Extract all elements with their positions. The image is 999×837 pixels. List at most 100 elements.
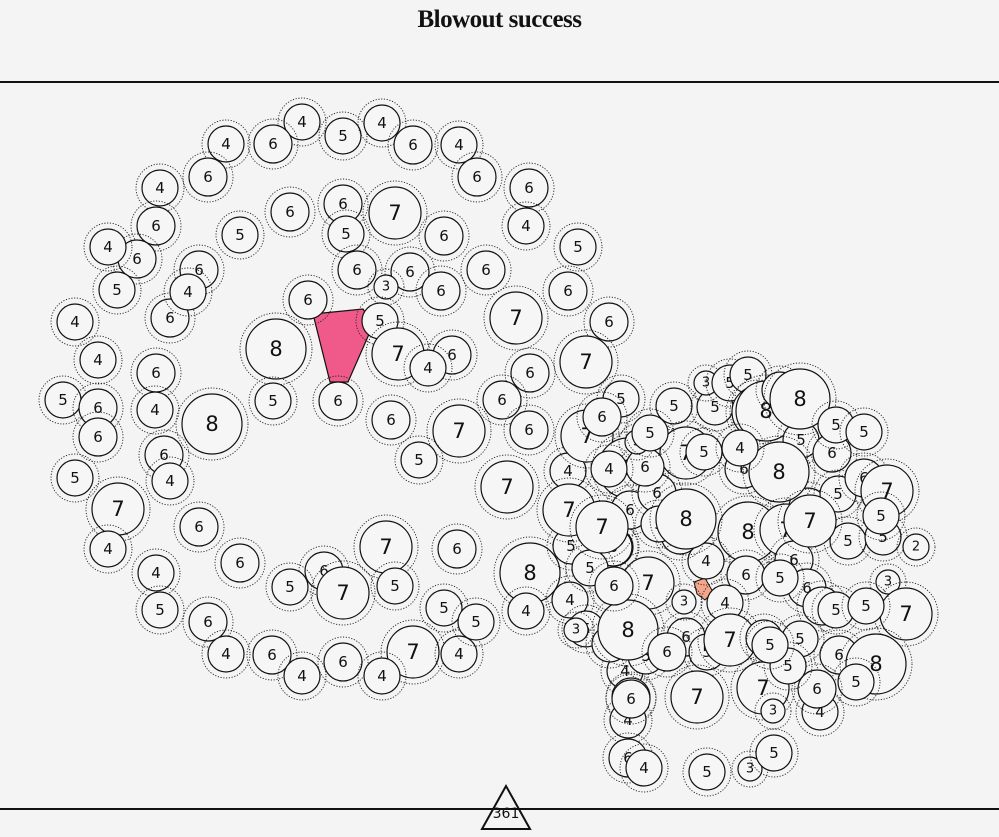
bubble-4[interactable]: 4 <box>403 343 453 393</box>
bubble-5[interactable]: 5 <box>135 585 185 635</box>
bubble-6[interactable]: 6 <box>504 347 556 399</box>
bubble-5[interactable]: 5 <box>419 583 469 633</box>
bubble-6[interactable]: 6 <box>317 636 369 688</box>
bubble-6[interactable]: 6 <box>588 560 640 612</box>
bubble-6[interactable]: 6 <box>247 118 299 170</box>
bubble-8[interactable]: 8 <box>239 312 313 386</box>
bubble-8[interactable]: 8 <box>649 482 723 556</box>
bubble-4[interactable]: 4 <box>501 586 551 636</box>
bubble-4[interactable]: 4 <box>277 651 327 701</box>
bubble-4[interactable]: 4 <box>163 267 213 317</box>
bubble-5[interactable]: 5 <box>318 111 368 161</box>
bubble-6[interactable]: 6 <box>173 501 225 553</box>
bubble-4[interactable]: 4 <box>131 548 181 598</box>
bubble-5[interactable]: 5 <box>50 453 100 503</box>
bubble-3[interactable]: 3 <box>665 583 703 621</box>
bubble-6[interactable]: 6 <box>806 427 858 479</box>
bubble-4[interactable]: 4 <box>681 536 731 586</box>
bubble-6[interactable]: 6 <box>264 186 316 238</box>
bubble-4[interactable]: 4 <box>201 119 251 169</box>
bubble-7[interactable]: 7 <box>553 329 619 395</box>
bubble-5[interactable]: 5 <box>745 620 795 670</box>
bubble-5[interactable]: 5 <box>265 562 315 612</box>
bubble-5[interactable]: 5 <box>625 408 675 458</box>
bubble-7[interactable]: 7 <box>353 514 419 580</box>
bubble-6[interactable]: 6 <box>415 265 467 317</box>
bubble-6[interactable]: 6 <box>451 151 503 203</box>
bubble-7[interactable]: 7 <box>474 454 540 520</box>
bubble-6[interactable]: 6 <box>331 244 383 296</box>
bubble-7[interactable]: 7 <box>664 664 730 730</box>
bubble-4[interactable]: 4 <box>73 335 123 385</box>
bubble-5[interactable]: 5 <box>370 561 420 611</box>
bubble-5[interactable]: 5 <box>451 597 501 647</box>
bubble-5[interactable]: 5 <box>92 265 142 315</box>
bubble-4[interactable]: 4 <box>201 629 251 679</box>
bubble-6[interactable]: 6 <box>365 394 417 446</box>
bubble-5[interactable]: 5 <box>394 435 444 485</box>
bubble-5[interactable]: 5 <box>823 516 873 566</box>
bubble-6[interactable]: 6 <box>282 274 334 326</box>
bubble-3[interactable]: 3 <box>731 750 769 788</box>
bubble-6[interactable]: 6 <box>641 626 693 678</box>
bubble-4[interactable]: 4 <box>83 222 133 272</box>
bubble-5[interactable]: 5 <box>215 210 265 260</box>
bubble-6[interactable]: 6 <box>503 404 555 456</box>
bubble-7[interactable]: 7 <box>483 285 549 351</box>
bubble-6[interactable]: 6 <box>182 151 234 203</box>
bubble-5[interactable]: 5 <box>38 375 88 425</box>
bubble-4[interactable]: 4 <box>545 575 595 625</box>
bubble-8[interactable]: 8 <box>763 362 837 436</box>
bubble-4[interactable]: 4 <box>277 97 327 147</box>
bubble-3[interactable]: 3 <box>557 611 595 649</box>
bubble-6[interactable]: 6 <box>431 523 483 575</box>
bubble-6[interactable]: 6 <box>387 119 439 171</box>
bubble-5[interactable]: 5 <box>755 553 805 603</box>
bubble-5[interactable]: 5 <box>682 747 732 797</box>
bubble-4[interactable]: 4 <box>584 444 634 494</box>
bubble-8[interactable]: 8 <box>175 387 249 461</box>
bubble-7[interactable]: 7 <box>569 494 635 560</box>
bubble-6[interactable]: 6 <box>605 673 657 725</box>
bubble-6[interactable]: 6 <box>576 391 628 443</box>
bubble-5[interactable]: 5 <box>248 376 298 426</box>
bubble-4[interactable]: 4 <box>715 423 765 473</box>
bubble-6[interactable]: 6 <box>476 374 528 426</box>
bubble-5[interactable]: 5 <box>856 491 906 541</box>
bubble-6[interactable]: 6 <box>130 347 182 399</box>
bubble-6[interactable]: 6 <box>72 411 124 463</box>
bubble-6[interactable]: 6 <box>542 265 594 317</box>
bubble-6[interactable]: 6 <box>460 244 512 296</box>
bubble-7[interactable]: 7 <box>777 488 843 554</box>
bubble-2[interactable]: 2 <box>896 527 936 567</box>
bubble-6[interactable]: 6 <box>214 537 266 589</box>
bubble-6[interactable]: 6 <box>317 178 369 230</box>
bubble-5[interactable]: 5 <box>553 222 603 272</box>
bubble-4[interactable]: 4 <box>619 743 669 793</box>
bubble-4[interactable]: 4 <box>83 524 133 574</box>
bubble-5[interactable]: 5 <box>831 657 881 707</box>
bubble-6[interactable]: 6 <box>418 210 470 262</box>
bubble-5[interactable]: 5 <box>839 407 889 457</box>
bubble-4[interactable]: 4 <box>501 201 551 251</box>
bubble-8[interactable]: 8 <box>493 536 567 610</box>
bubble-6[interactable]: 6 <box>312 375 364 427</box>
bubble-6[interactable]: 6 <box>583 296 635 348</box>
bubble-7[interactable]: 7 <box>362 180 428 246</box>
bubble-6[interactable]: 6 <box>503 162 555 214</box>
bubble-4[interactable]: 4 <box>50 297 100 347</box>
bubble-5[interactable]: 5 <box>841 581 891 631</box>
bubble-4[interactable]: 4 <box>135 163 185 213</box>
bubble-4[interactable]: 4 <box>145 456 195 506</box>
bubble-4[interactable]: 4 <box>434 120 484 170</box>
bubble-6[interactable]: 6 <box>384 246 436 298</box>
bubble-7[interactable]: 7 <box>85 476 151 542</box>
bubble-5[interactable]: 5 <box>749 728 799 778</box>
bubble-4[interactable]: 4 <box>357 651 407 701</box>
bubble-4[interactable]: 4 <box>700 578 750 628</box>
bubble-7[interactable]: 7 <box>310 560 376 626</box>
bubble-4[interactable]: 4 <box>130 385 180 435</box>
bubble-4[interactable]: 4 <box>357 98 407 148</box>
bubble-7[interactable]: 7 <box>426 398 492 464</box>
bubble-3[interactable]: 3 <box>754 692 792 730</box>
